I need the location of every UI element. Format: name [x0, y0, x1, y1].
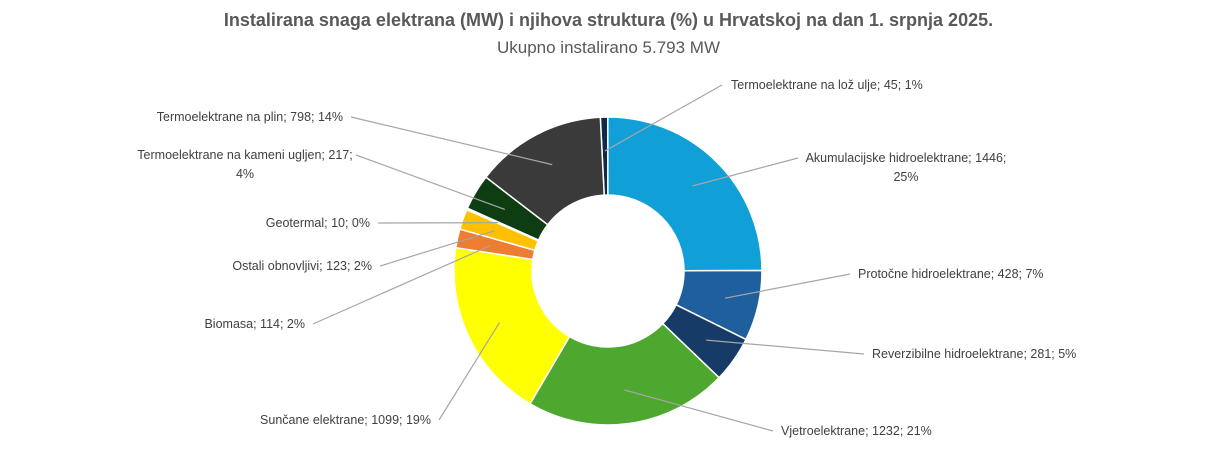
leader-line-termoelektrane-na-loz-ulje [604, 84, 723, 152]
data-label-protocne-hidroelektrane: Protočne hidroelektrane; 428; 7% [858, 267, 1044, 281]
slice-vjetroelektrane [529, 322, 721, 426]
data-label-reverzibilne-hidroelektrane: Reverzibilne hidroelektrane; 281; 5% [872, 347, 1076, 361]
data-label-termoelektrane-na-plin: Termoelektrane na plin; 798; 14% [157, 110, 343, 124]
data-label-vjetroelektrane: Vjetroelektrane; 1232; 21% [781, 424, 932, 438]
chart-subtitle: Ukupno instalirano 5.793 MW [496, 38, 720, 57]
slices [453, 116, 763, 426]
leader-line-vjetroelektrane [624, 389, 774, 432]
leader-line-suncane-elektrane [438, 322, 501, 421]
slice-termoelektrane-na-plin [484, 116, 605, 226]
data-label-termoelektrane-na-kameni-ugljen: Termoelektrane na kameni ugljen; 217; 4% [137, 148, 352, 181]
chart-title: Instalirana snaga elektrana (MW) i njiho… [223, 10, 994, 30]
leader-line-protocne-hidroelektrane [724, 273, 851, 299]
data-label-termoelektrane-na-loz-ulje: Termoelektrane na lož ulje; 45; 1% [731, 78, 923, 92]
leader-line-biomasa [312, 244, 491, 325]
data-label-akumulacijske-hidroelektrane: Akumulacijske hidroelektrane; 1446; 25% [806, 151, 1007, 184]
leader-line-ostali-obnovljivi [379, 230, 496, 267]
leader-line-termoelektrane-na-kameni-ugljen [355, 154, 506, 211]
leader-line-akumulacijske-hidroelektrane [692, 157, 799, 187]
data-labels: Termoelektrane na lož ulje; 45; 1% Akumul… [137, 78, 1076, 438]
leader-line-reverzibilne-hidroelektrane [706, 339, 865, 355]
leader-line-termoelektrane-na-plin [350, 116, 553, 166]
slice-suncane-elektrane [453, 246, 571, 405]
data-label-suncane-elektrane: Sunčane elektrane; 1099; 19% [260, 413, 431, 427]
data-label-biomasa: Biomasa; 114; 2% [204, 317, 305, 331]
data-label-geotermal: Geotermal; 10; 0% [266, 216, 370, 230]
slice-akumulacijske-hidroelektrane [607, 116, 763, 272]
data-label-ostali-obnovljivi: Ostali obnovljivi; 123; 2% [232, 259, 372, 273]
leader-lines [312, 84, 865, 432]
